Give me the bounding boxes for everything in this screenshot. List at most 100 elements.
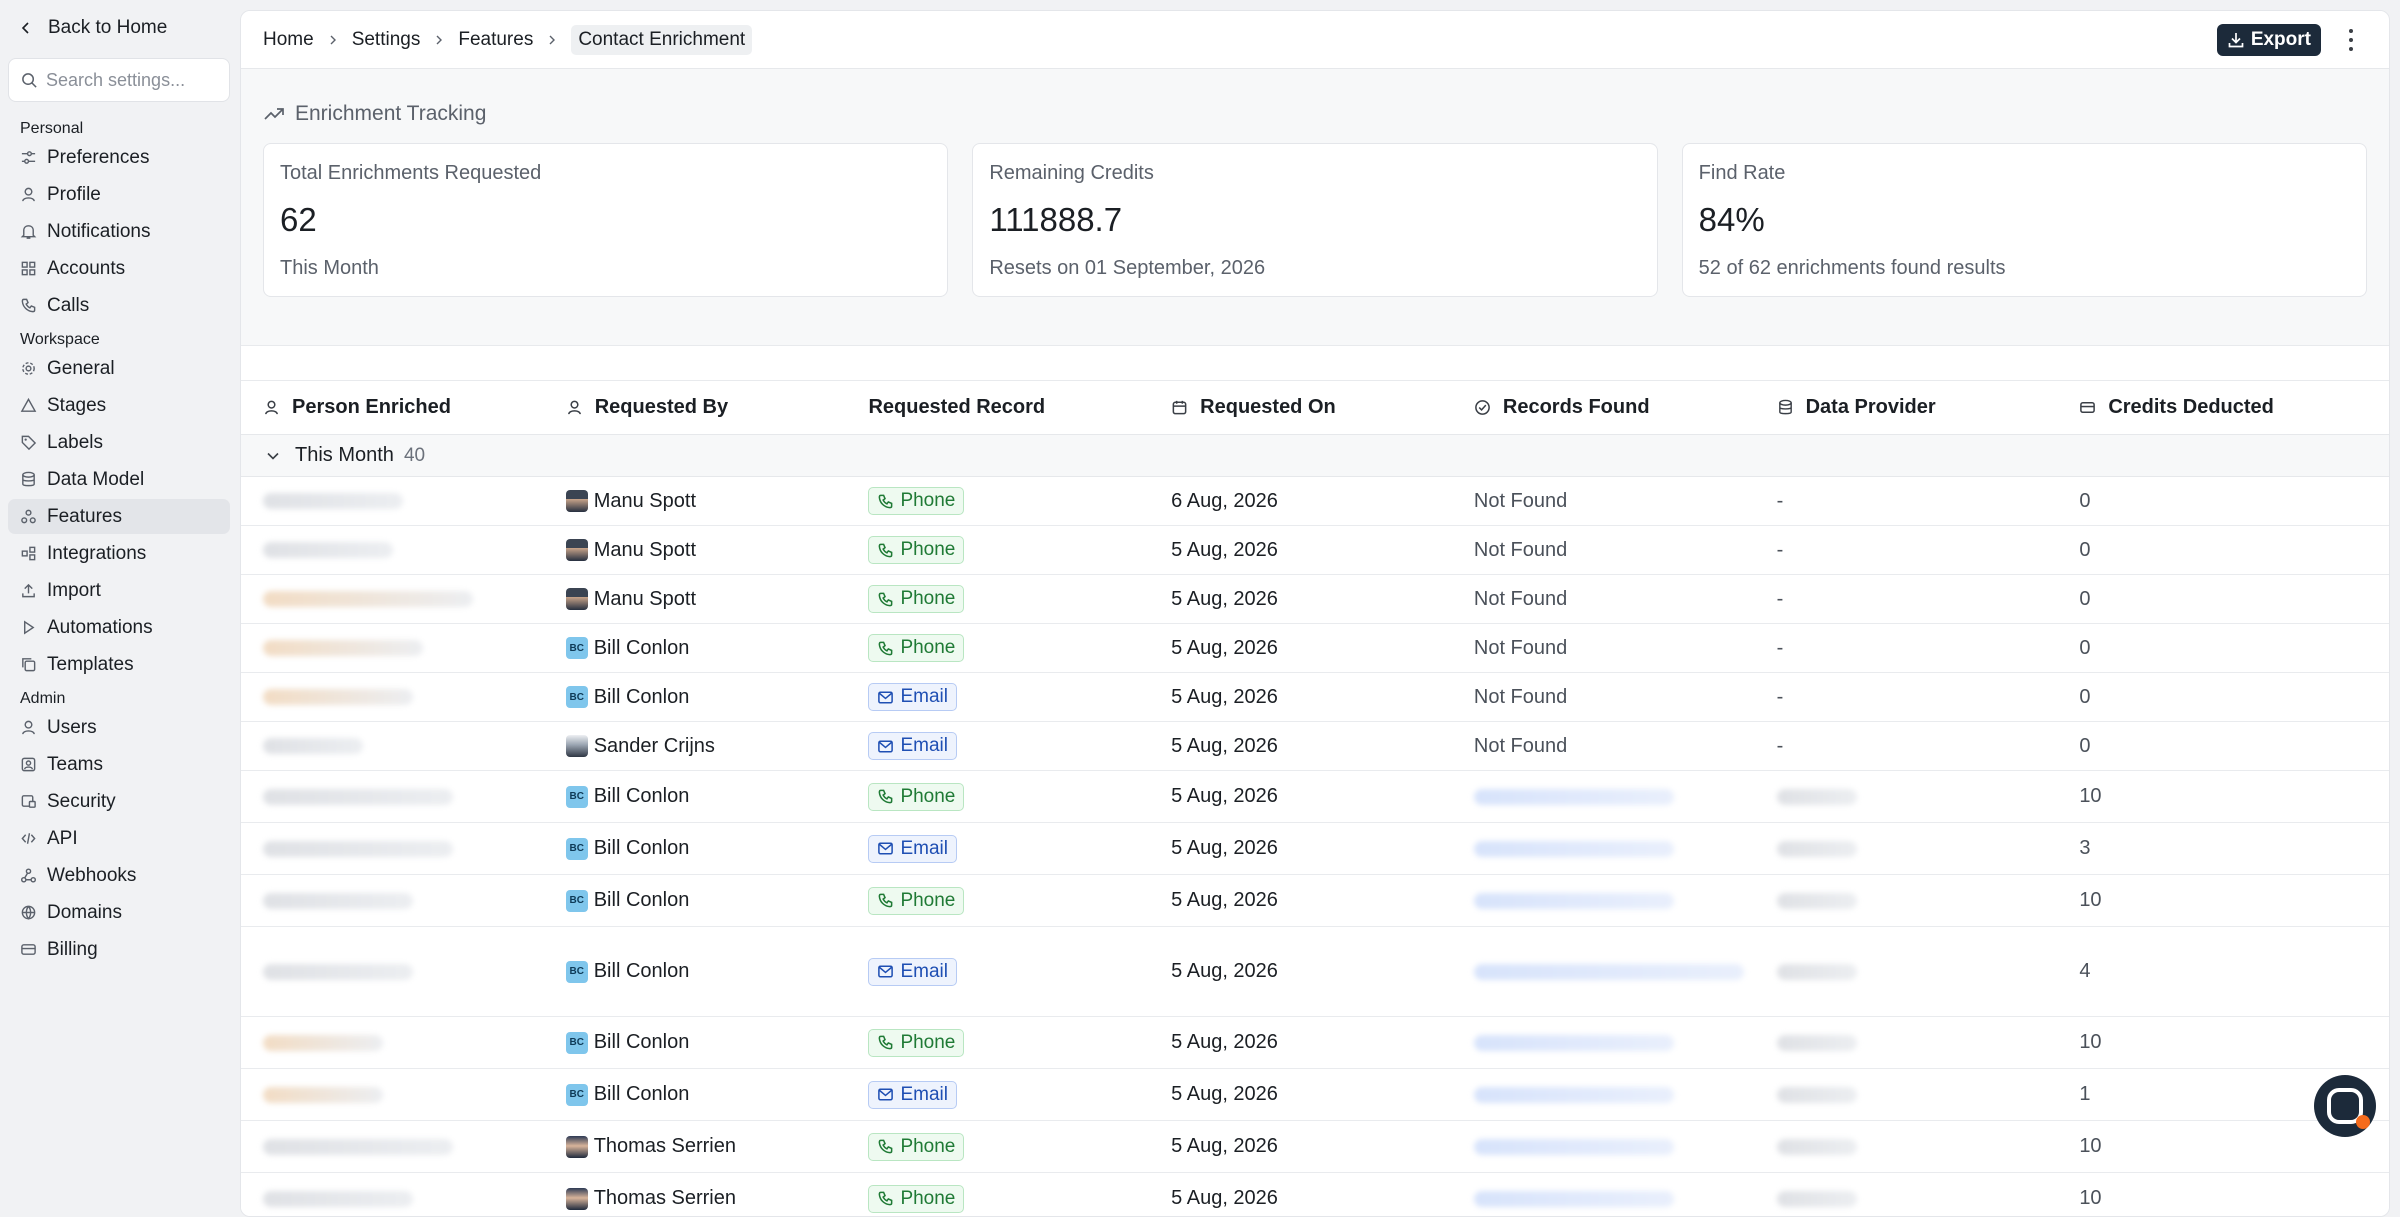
sidebar-item-domains[interactable]: Domains (8, 895, 230, 930)
person-enriched-cell (241, 624, 544, 672)
table-row[interactable]: Sander Crijns Email 5 Aug, 2026 Not Found - 0 (241, 722, 2389, 771)
record-type-label: Phone (900, 490, 956, 511)
table-row[interactable]: BC Bill Conlon Phone 5 Aug, 2026 10 (241, 1017, 2389, 1069)
table-row[interactable]: BC Bill Conlon Email 5 Aug, 2026 1 (241, 1069, 2389, 1121)
column-header-requested-by[interactable]: Requested By (544, 396, 847, 419)
credits-deducted-value: 10 (2079, 785, 2102, 807)
redacted-records-found (1473, 1034, 1674, 1051)
sidebar-item-import[interactable]: Import (8, 573, 230, 608)
table-row[interactable]: Thomas Serrien Phone 5 Aug, 2026 10 (241, 1121, 2389, 1173)
requested-on-date: 5 Aug, 2026 (1171, 685, 1278, 708)
sidebar-item-integrations[interactable]: Integrations (8, 536, 230, 571)
more-options-button[interactable] (2341, 29, 2361, 51)
sidebar-item-stages[interactable]: Stages (8, 388, 230, 423)
sidebar-item-automations[interactable]: Automations (8, 610, 230, 645)
sidebar-item-templates[interactable]: Templates (8, 647, 230, 682)
sidebar-item-label: Import (47, 579, 101, 601)
record-type-label: Email (900, 1083, 948, 1105)
requested-by-name: Bill Conlon (593, 636, 690, 659)
sidebar-item-accounts[interactable]: Accounts (8, 251, 230, 286)
table-row[interactable]: BC Bill Conlon Phone 5 Aug, 2026 10 (241, 771, 2389, 823)
sidebar-item-labels[interactable]: Labels (8, 425, 230, 460)
sidebar-item-label: Billing (47, 938, 98, 960)
table-row[interactable]: Thomas Serrien Phone 5 Aug, 2026 10 (241, 1173, 2389, 1216)
table-row[interactable]: BC Bill Conlon Email 5 Aug, 2026 Not Found - 0 (241, 673, 2389, 722)
requested-record-cell: Phone (846, 1017, 1149, 1068)
sidebar-item-billing[interactable]: Billing (8, 932, 230, 967)
sidebar-item-teams[interactable]: Teams (8, 747, 230, 782)
column-header-requested-on[interactable]: Requested On (1149, 396, 1452, 419)
sidebar-section-label: Personal (20, 120, 84, 137)
back-to-home-link[interactable]: Back to Home (8, 0, 230, 56)
sliders-icon (21, 151, 36, 164)
data-provider-cell (1755, 875, 2058, 926)
phone-icon (879, 494, 893, 508)
stats-cards: Total Enrichments Requested 62 This Mont… (263, 143, 2367, 297)
table-row[interactable]: BC Bill Conlon Phone 5 Aug, 2026 10 (241, 875, 2389, 927)
export-button[interactable]: Export (2216, 24, 2321, 56)
requested-on-date: 5 Aug, 2026 (1171, 960, 1278, 982)
main-panel: Home Settings Features Contact Enrichmen… (240, 10, 2390, 1217)
column-header-label: Records Found (1502, 396, 1650, 418)
redacted-person-name (263, 640, 423, 656)
data-provider-cell (1755, 1069, 2058, 1120)
redacted-person-name (263, 892, 413, 909)
requested-on-date: 5 Aug, 2026 (1171, 734, 1278, 757)
record-type-badge: Phone (868, 1132, 965, 1161)
sidebar-item-webhooks[interactable]: Webhooks (8, 858, 230, 893)
redacted-data-provider (1776, 788, 1857, 805)
group-row-this-month[interactable]: This Month 40 (241, 435, 2389, 477)
settings-search-input[interactable] (46, 69, 216, 91)
sidebar-item-notifications[interactable]: Notifications (8, 214, 230, 249)
records-found-value: Not Found (1473, 489, 1568, 512)
settings-search[interactable] (8, 58, 230, 102)
sidebar-item-security[interactable]: Security (8, 784, 230, 819)
table-row[interactable]: Manu Spott Phone 6 Aug, 2026 Not Found - 0 (241, 477, 2389, 526)
records-found-cell (1452, 1173, 1755, 1216)
table-row[interactable]: BC Bill Conlon Phone 5 Aug, 2026 Not Found - 0 (241, 624, 2389, 673)
column-header-person-enriched[interactable]: Person Enriched (241, 396, 544, 419)
sidebar-item-features[interactable]: Features (8, 499, 230, 534)
column-header-records-found[interactable]: Records Found (1452, 396, 1755, 419)
sidebar-item-profile[interactable]: Profile (8, 177, 230, 212)
column-header-requested-record[interactable]: Requested Record (846, 396, 1149, 419)
sidebar-item-data-model[interactable]: Data Model (8, 462, 230, 497)
chat-widget-button[interactable] (2314, 1075, 2376, 1137)
requested-on-cell: 5 Aug, 2026 (1149, 624, 1452, 672)
table-row[interactable]: BC Bill Conlon Email 5 Aug, 2026 3 (241, 823, 2389, 875)
credits-deducted-value: 0 (2079, 734, 2091, 757)
redacted-person-name (263, 963, 413, 980)
table-row[interactable]: Manu Spott Phone 5 Aug, 2026 Not Found - 0 (241, 526, 2389, 575)
record-type-label: Phone (900, 637, 956, 658)
credits-deducted-value: 0 (2079, 636, 2091, 659)
breadcrumb-features[interactable]: Features (458, 28, 534, 50)
credits-deducted-value: 0 (2079, 489, 2091, 512)
record-type-badge: Email (868, 683, 957, 711)
sidebar-item-preferences[interactable]: Preferences (8, 140, 230, 175)
redacted-records-found (1473, 840, 1674, 857)
sidebar-item-calls[interactable]: Calls (8, 288, 230, 323)
redacted-records-found (1473, 892, 1674, 909)
sidebar-item-general[interactable]: General (8, 351, 230, 386)
redacted-person-name (263, 1034, 383, 1051)
breadcrumb-home[interactable]: Home (263, 28, 314, 50)
sidebar-item-api[interactable]: API (8, 821, 230, 856)
records-found-cell: Not Found (1452, 575, 1755, 623)
record-type-label: Phone (900, 1135, 956, 1157)
requested-on-date: 5 Aug, 2026 (1171, 1031, 1278, 1053)
stat-value: 62 (280, 201, 317, 238)
credits-deducted-value: 0 (2079, 685, 2091, 708)
column-header-credits-deducted[interactable]: Credits Deducted (2057, 396, 2389, 419)
credits-deducted-value: 10 (2079, 1135, 2102, 1157)
requested-by-name: Bill Conlon (593, 1031, 690, 1053)
breadcrumb-settings[interactable]: Settings (351, 28, 421, 50)
records-found-cell: Not Found (1452, 477, 1755, 525)
table-row[interactable]: Manu Spott Phone 5 Aug, 2026 Not Found - 0 (241, 575, 2389, 624)
requested-by-cell: Thomas Serrien (544, 1173, 847, 1216)
column-header-data-provider[interactable]: Data Provider (1755, 396, 2058, 419)
credits-deducted-cell: 3 (2057, 823, 2389, 874)
check-circle-icon (1475, 400, 1490, 415)
table-row[interactable]: BC Bill Conlon Email 5 Aug, 2026 4 (241, 927, 2389, 1017)
requested-on-date: 5 Aug, 2026 (1171, 587, 1278, 610)
sidebar-item-users[interactable]: Users (8, 710, 230, 745)
